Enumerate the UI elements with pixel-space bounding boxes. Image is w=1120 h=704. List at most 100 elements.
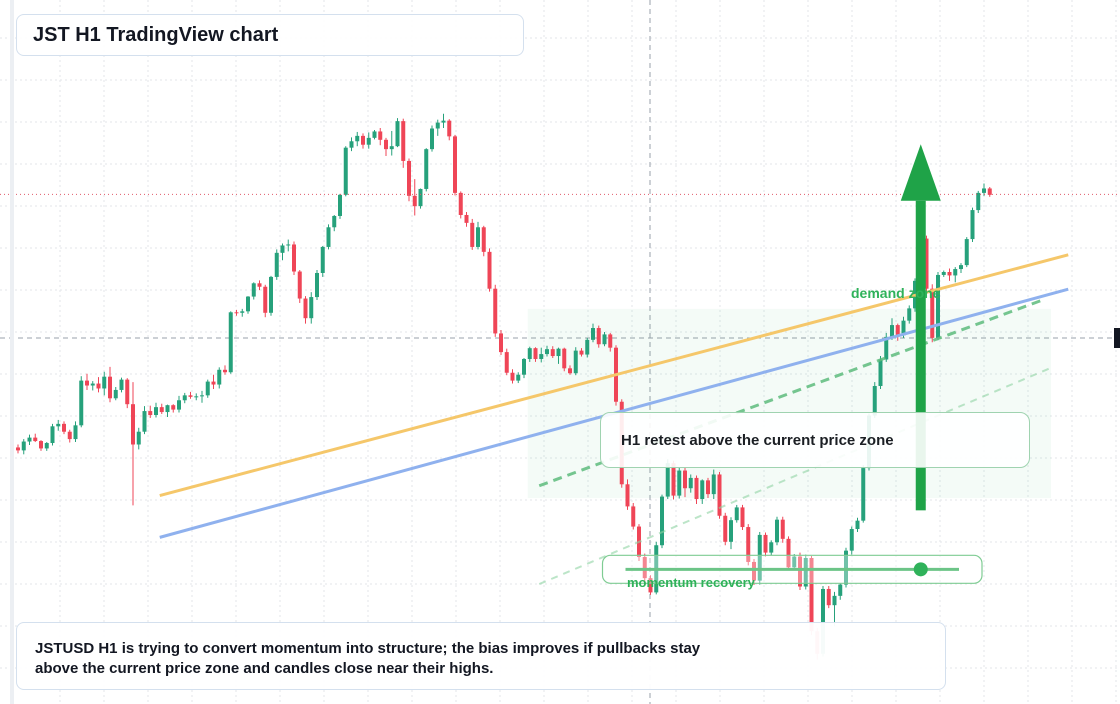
candle-body bbox=[608, 334, 613, 348]
candle-body bbox=[27, 437, 32, 442]
candle-body bbox=[602, 334, 607, 345]
candle-body bbox=[694, 477, 699, 500]
candle-body bbox=[936, 274, 940, 338]
candle-body bbox=[746, 527, 751, 562]
candle-body bbox=[786, 538, 791, 568]
candle-body bbox=[407, 160, 411, 196]
candle-body bbox=[591, 328, 595, 340]
candle-body bbox=[96, 383, 101, 389]
candle-body bbox=[389, 146, 394, 150]
price-scale-marker bbox=[1114, 328, 1120, 348]
candle-body bbox=[136, 431, 141, 445]
candle-body bbox=[890, 325, 894, 337]
candle-body bbox=[16, 447, 20, 451]
candle-body bbox=[579, 350, 584, 355]
candle-body bbox=[320, 246, 325, 273]
candle-body bbox=[292, 244, 296, 272]
candle-body bbox=[188, 395, 193, 397]
candle-body bbox=[44, 443, 49, 449]
candle-body bbox=[901, 320, 906, 336]
candle-body bbox=[504, 352, 509, 373]
candle-body bbox=[458, 192, 463, 215]
candle-body bbox=[286, 244, 291, 246]
page-title: JST H1 TradingView chart bbox=[33, 24, 279, 46]
retest-note: H1 retest above the current price zone bbox=[621, 431, 894, 449]
candle-body bbox=[585, 339, 590, 355]
momentum-point bbox=[913, 562, 928, 577]
candle-body bbox=[683, 470, 687, 489]
candle-body bbox=[959, 265, 963, 270]
candle-body bbox=[757, 534, 762, 581]
candle-body bbox=[395, 121, 400, 147]
candle-body bbox=[62, 423, 66, 432]
candle-body bbox=[470, 222, 475, 247]
up-arrow-shaft bbox=[915, 200, 926, 511]
candle-body bbox=[21, 441, 26, 451]
candle-body bbox=[481, 227, 486, 252]
candle-body bbox=[792, 556, 797, 568]
candle-body bbox=[642, 557, 647, 579]
candle-body bbox=[476, 227, 480, 247]
candle-body bbox=[39, 441, 43, 449]
candle-body bbox=[182, 395, 187, 401]
candle-body bbox=[412, 195, 417, 207]
title-panel: JST H1 TradingView chart bbox=[16, 14, 524, 56]
candle-body bbox=[838, 584, 843, 596]
candle-body bbox=[493, 288, 498, 334]
candle-body bbox=[361, 135, 365, 145]
candle-body bbox=[895, 325, 900, 336]
candle-body bbox=[79, 380, 84, 426]
candle-body bbox=[131, 404, 135, 445]
candle-body bbox=[246, 296, 250, 312]
candle-body bbox=[487, 251, 492, 289]
candle-body bbox=[723, 515, 728, 542]
candle-body bbox=[688, 477, 693, 489]
candle-body bbox=[332, 215, 337, 228]
candle-body bbox=[780, 519, 785, 539]
candle-body bbox=[384, 139, 388, 150]
candle-body bbox=[625, 484, 630, 507]
candle-body bbox=[556, 348, 561, 357]
candle-body bbox=[907, 308, 912, 321]
candle-body bbox=[441, 120, 446, 123]
candle-body bbox=[729, 520, 733, 542]
candle-body bbox=[740, 507, 745, 528]
candle-body bbox=[798, 556, 802, 587]
candle-body bbox=[671, 463, 676, 496]
candle-body bbox=[872, 386, 877, 416]
candle-body bbox=[499, 333, 503, 353]
candle-body bbox=[631, 506, 636, 527]
candle-body bbox=[821, 588, 825, 654]
candle-body bbox=[982, 188, 986, 193]
candle-body bbox=[884, 336, 889, 360]
candle-body bbox=[315, 272, 319, 298]
candle-body bbox=[665, 463, 670, 497]
candle-body bbox=[849, 529, 854, 551]
candle-body bbox=[33, 437, 38, 442]
candle-body bbox=[303, 298, 308, 319]
up-arrow-icon bbox=[900, 144, 941, 201]
candle-body bbox=[228, 312, 233, 373]
candle-body bbox=[775, 519, 779, 543]
candle-body bbox=[545, 349, 549, 355]
candle-body bbox=[976, 192, 981, 211]
candle-body bbox=[148, 411, 153, 416]
candle-body bbox=[717, 474, 722, 516]
candle-body bbox=[217, 369, 222, 385]
candle-body bbox=[90, 383, 95, 386]
candle-body bbox=[378, 131, 383, 140]
candle-body bbox=[205, 381, 210, 396]
candle-body bbox=[142, 411, 147, 432]
candle-body bbox=[401, 121, 406, 161]
candle-body bbox=[67, 431, 72, 440]
candle-body bbox=[648, 578, 653, 593]
candle-body bbox=[763, 534, 768, 553]
candle-body bbox=[177, 400, 181, 410]
candle-body bbox=[861, 468, 866, 521]
candle-body bbox=[355, 135, 360, 142]
candle-body bbox=[826, 588, 831, 606]
candle-body bbox=[987, 188, 992, 195]
candle-body bbox=[769, 542, 774, 553]
